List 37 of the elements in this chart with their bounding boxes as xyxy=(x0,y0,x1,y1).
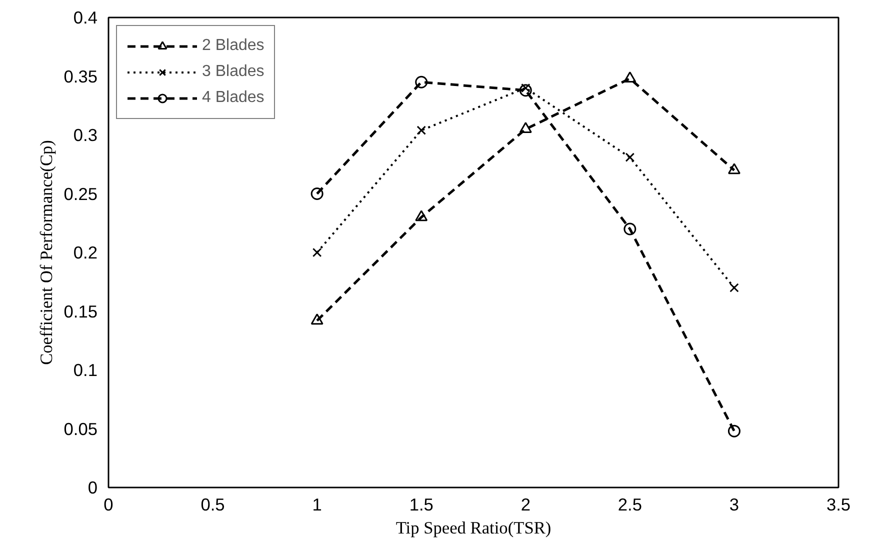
y-tick-label: 0.05 xyxy=(64,418,98,439)
point xyxy=(519,84,532,97)
x-tick-label: 3.5 xyxy=(826,494,851,514)
point xyxy=(624,222,636,236)
point xyxy=(519,122,532,134)
point xyxy=(416,126,426,135)
y-tick-label: 0.3 xyxy=(73,125,98,145)
point xyxy=(730,283,739,292)
point xyxy=(624,72,636,83)
point xyxy=(625,152,635,162)
y-tick-label: 0.15 xyxy=(64,301,98,322)
point xyxy=(728,163,740,174)
y-tick-label: 0.1 xyxy=(73,360,98,380)
point xyxy=(415,210,428,222)
x-axis-title: Tip Speed Ratio(TSR) xyxy=(396,518,552,538)
y-tick-label: 0.2 xyxy=(73,242,98,262)
point xyxy=(310,314,324,325)
y-tick-label: 0.25 xyxy=(64,184,98,204)
x-tick-label: 2.5 xyxy=(618,494,642,514)
x-tick-label: 3 xyxy=(729,494,740,514)
legend-label: 3 Blades xyxy=(202,63,264,81)
y-axis-title: Coefficient Of Performance(Cp) xyxy=(36,140,56,365)
legend-label: 2 Blades xyxy=(202,37,264,55)
x-tick-label: 0 xyxy=(104,494,114,514)
x-tick-label: 2 xyxy=(520,494,530,514)
point xyxy=(312,248,322,258)
point xyxy=(415,76,428,88)
y-tick-label: 0.4 xyxy=(73,8,98,28)
x-tick-label: 1 xyxy=(312,494,322,514)
x-tick-label: 0.5 xyxy=(200,494,225,514)
y-tick-label: 0 xyxy=(88,478,98,498)
point xyxy=(310,188,324,200)
point xyxy=(728,424,740,438)
point xyxy=(521,83,530,93)
x-tick-label: 1.5 xyxy=(409,494,434,514)
legend-label: 4 Blades xyxy=(202,89,264,107)
y-tick-label: 0.35 xyxy=(64,66,98,86)
